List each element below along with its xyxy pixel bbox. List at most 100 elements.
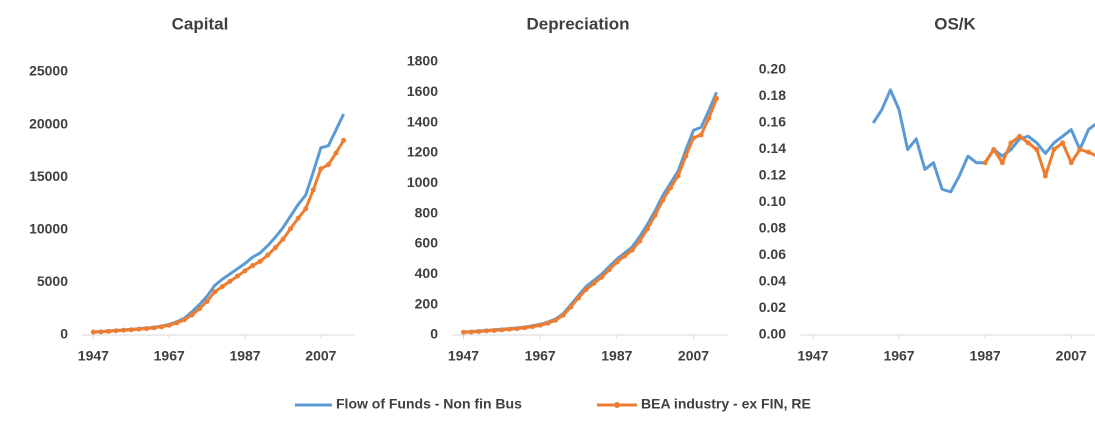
- y-tick-label: 0.10: [759, 193, 786, 209]
- point-marker: [614, 259, 620, 265]
- point-marker: [1042, 173, 1048, 179]
- chart-title: Capital: [172, 14, 229, 33]
- series-line: [983, 134, 1095, 178]
- point-marker: [1034, 147, 1040, 152]
- series-line: [93, 139, 345, 334]
- point-marker: [560, 312, 566, 318]
- point-marker: [159, 324, 165, 330]
- point-marker: [189, 312, 195, 318]
- point-marker: [591, 280, 597, 286]
- point-marker: [553, 317, 558, 323]
- x-tick-label: 1967: [525, 348, 556, 364]
- x-tick-label: 1947: [78, 348, 109, 364]
- y-tick-label: 0.02: [759, 299, 786, 315]
- y-tick-label: 0: [60, 326, 68, 342]
- point-marker: [683, 153, 689, 159]
- point-marker: [675, 173, 681, 179]
- point-marker: [113, 328, 119, 334]
- x-tick-label: 1967: [883, 348, 914, 364]
- point-marker: [637, 238, 643, 244]
- legend-label: Flow of Funds - Non fin Bus: [336, 396, 522, 412]
- point-marker: [234, 273, 240, 279]
- point-marker: [583, 287, 589, 292]
- point-marker: [652, 212, 658, 218]
- x-tick-label: 1947: [448, 348, 479, 364]
- point-marker: [568, 304, 574, 310]
- point-marker: [303, 206, 309, 212]
- point-marker: [136, 326, 142, 332]
- y-tick-label: 25000: [29, 63, 68, 79]
- y-tick-label: 0: [430, 326, 438, 342]
- point-marker: [1085, 149, 1091, 155]
- point-marker: [227, 278, 233, 284]
- y-tick-label: 0.18: [759, 87, 786, 103]
- x-tick-label: 2007: [1056, 348, 1087, 364]
- point-marker: [522, 325, 528, 331]
- y-tick-label: 1400: [407, 113, 438, 129]
- point-marker: [128, 327, 134, 333]
- point-marker: [166, 322, 172, 328]
- point-marker: [1017, 133, 1023, 139]
- point-marker: [280, 236, 286, 242]
- y-tick-label: 0.12: [759, 167, 786, 183]
- point-marker: [151, 325, 157, 331]
- point-marker: [181, 317, 187, 323]
- point-marker: [1008, 140, 1014, 146]
- y-tick-label: 1000: [407, 174, 438, 190]
- point-marker: [484, 328, 489, 334]
- series-line: [463, 97, 718, 334]
- point-marker: [514, 326, 520, 332]
- point-marker: [265, 252, 271, 258]
- y-tick-label: 600: [415, 235, 439, 251]
- point-marker: [242, 268, 248, 274]
- point-marker: [691, 135, 696, 141]
- chart-title: Depreciation: [527, 14, 630, 33]
- point-marker: [257, 258, 263, 264]
- y-tick-label: 0.16: [759, 114, 786, 130]
- y-tick-label: 0.14: [759, 140, 786, 156]
- y-tick-label: 1200: [407, 144, 438, 160]
- y-tick-label: 400: [415, 265, 439, 281]
- y-tick-label: 0.06: [759, 246, 786, 262]
- point-marker: [106, 328, 112, 334]
- x-tick-label: 1987: [229, 348, 260, 364]
- point-marker: [1077, 147, 1083, 152]
- series-line: [93, 113, 345, 334]
- point-marker: [530, 324, 535, 330]
- point-marker: [660, 197, 666, 203]
- point-marker: [272, 245, 278, 251]
- legend-label: BEA industry - ex FIN, RE: [641, 396, 811, 412]
- point-marker: [341, 137, 347, 143]
- y-tick-label: 10000: [29, 221, 68, 237]
- point-marker: [250, 263, 256, 269]
- x-tick-label: 1947: [797, 348, 828, 364]
- x-tick-label: 1967: [154, 348, 185, 364]
- point-marker: [461, 329, 466, 335]
- point-marker: [545, 320, 551, 326]
- point-marker: [1068, 160, 1074, 166]
- point-marker: [622, 253, 627, 259]
- point-marker: [645, 226, 650, 232]
- point-marker: [98, 329, 104, 335]
- x-tick-label: 2007: [678, 348, 709, 364]
- point-marker: [507, 326, 512, 332]
- point-marker: [325, 162, 331, 168]
- x-tick-label: 1987: [601, 348, 632, 364]
- point-marker: [197, 306, 203, 312]
- y-tick-label: 200: [415, 295, 439, 311]
- y-tick-label: 800: [415, 204, 439, 220]
- point-marker: [714, 95, 719, 101]
- point-marker: [999, 160, 1005, 166]
- point-marker: [982, 160, 988, 166]
- point-marker: [499, 327, 505, 333]
- point-marker: [174, 320, 180, 326]
- chart-title: OS/K: [934, 14, 976, 33]
- series-line: [463, 91, 718, 334]
- y-tick-label: 0.20: [759, 61, 786, 77]
- y-tick-label: 1600: [407, 83, 438, 99]
- y-tick-label: 20000: [29, 115, 68, 131]
- point-marker: [310, 187, 316, 193]
- point-marker: [698, 132, 704, 138]
- point-marker: [991, 147, 997, 152]
- point-marker: [1025, 140, 1031, 146]
